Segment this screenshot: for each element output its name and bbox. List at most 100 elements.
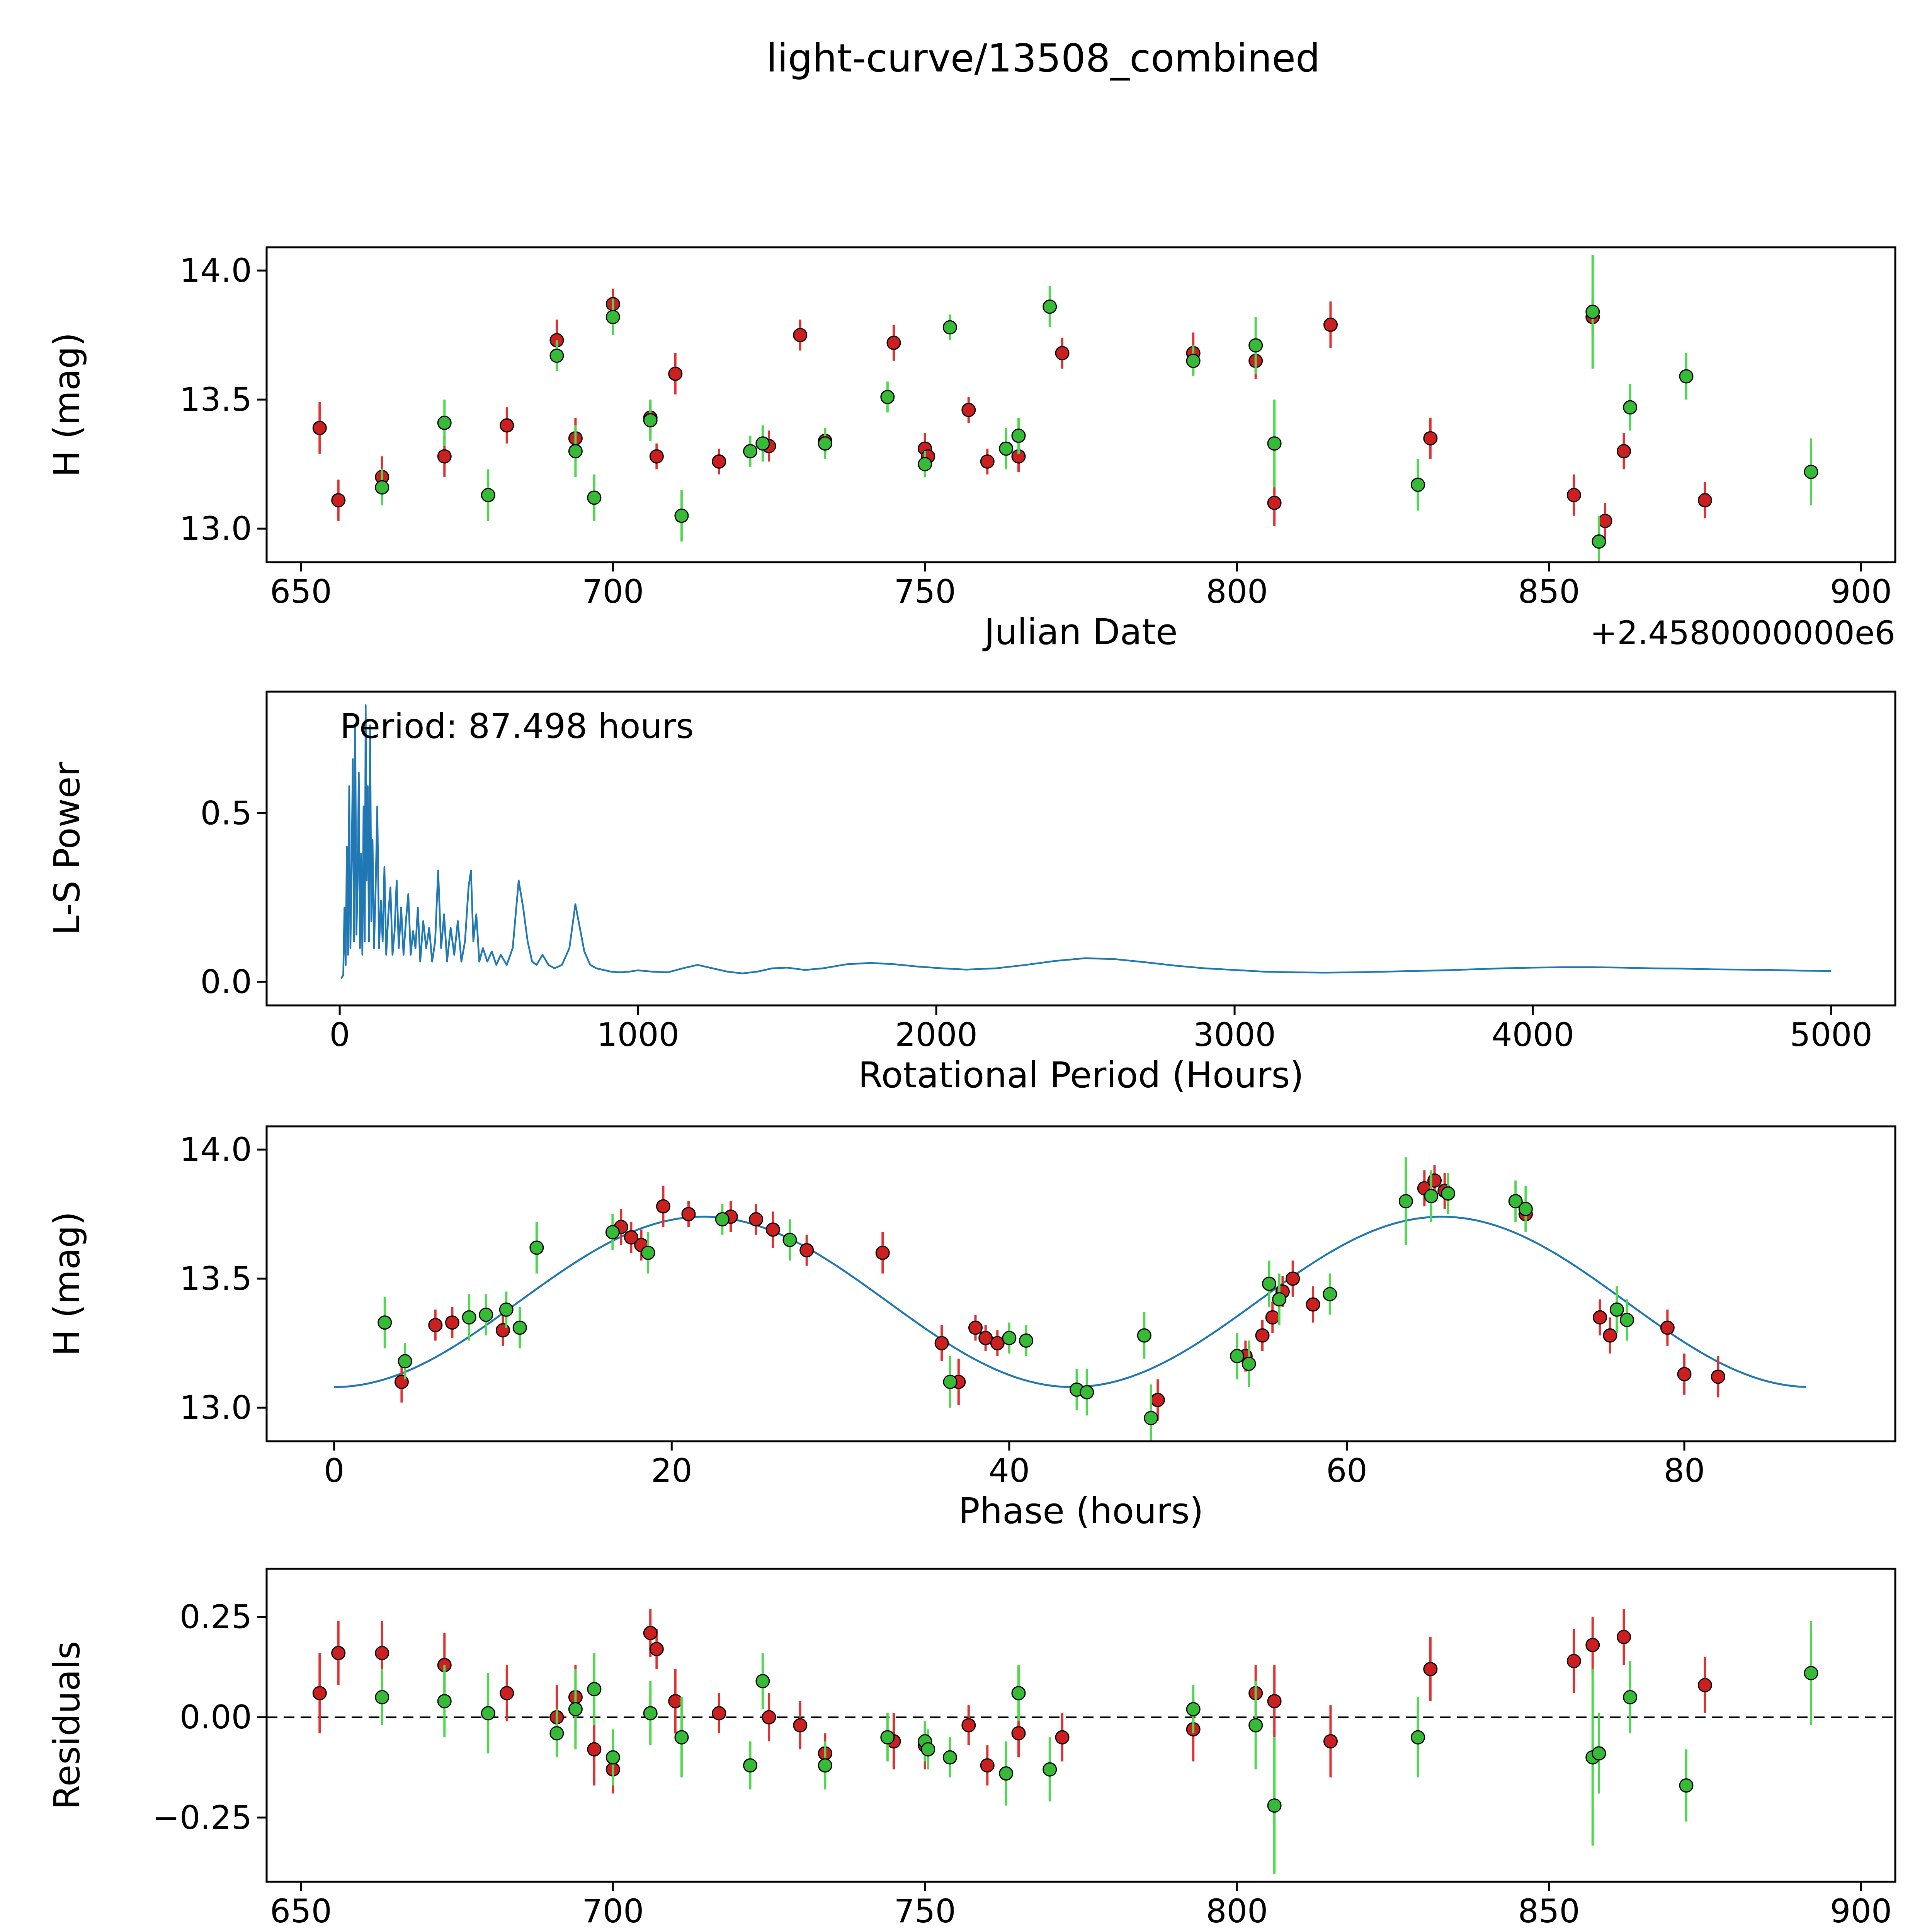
data-point	[512, 1320, 527, 1335]
data-point	[1011, 429, 1026, 443]
data-point	[755, 436, 770, 451]
data-point	[1804, 464, 1818, 479]
data-point	[1011, 1686, 1026, 1701]
panel-phased-lightcurve: 0 20 40 60 80 13.0 13.5 14.0 Phase (hours) H (mag…	[46, 1125, 1896, 1532]
x-tick-label: 80	[1664, 1452, 1705, 1490]
data-point	[793, 1718, 808, 1733]
data-point	[1585, 304, 1600, 319]
data-point	[1255, 1328, 1270, 1343]
x-axis-label: Julian Date	[982, 611, 1177, 653]
series-red-points	[312, 1609, 1712, 1794]
data-point	[428, 1318, 443, 1332]
data-point	[668, 1694, 683, 1709]
axes-frame	[265, 1568, 1896, 1883]
x-tick-label: 0	[324, 1452, 344, 1490]
data-point	[921, 1742, 935, 1757]
data-point	[1242, 1357, 1256, 1371]
data-point	[437, 415, 452, 430]
data-point	[999, 1766, 1014, 1781]
x-tick-label: 2000	[895, 1016, 978, 1054]
data-point	[331, 493, 346, 508]
x-tick-label: 800	[1206, 1892, 1268, 1930]
data-point	[712, 454, 726, 469]
data-point	[1566, 1654, 1581, 1668]
data-point	[1679, 369, 1694, 384]
axes-frame	[265, 690, 1896, 1007]
data-point	[375, 1690, 389, 1704]
data-point	[624, 1230, 638, 1245]
x-tick-label: 900	[1830, 573, 1892, 611]
data-point	[587, 1742, 602, 1757]
data-point	[605, 1225, 620, 1240]
data-point	[1585, 1638, 1600, 1652]
data-point	[1711, 1369, 1725, 1384]
data-point	[1677, 1367, 1692, 1381]
y-tick-label: 13.5	[180, 381, 252, 418]
data-point	[961, 1718, 976, 1733]
y-tick-label: 0.5	[200, 794, 252, 832]
data-point	[1043, 1762, 1057, 1777]
x-tick-label: 3000	[1193, 1016, 1276, 1054]
data-point	[875, 1245, 890, 1260]
data-point	[605, 1750, 620, 1765]
data-point	[934, 1336, 949, 1350]
data-point	[643, 413, 658, 428]
y-tick-label: 0.0	[200, 963, 252, 1001]
data-point	[568, 444, 583, 459]
x-tick-label: 40	[988, 1452, 1030, 1490]
x-axis-label: Phase (hours)	[958, 1490, 1203, 1532]
y-tick-label: 14.0	[180, 1131, 252, 1168]
data-point	[968, 1320, 983, 1335]
data-point	[762, 1710, 776, 1725]
series-green-points	[375, 1621, 1818, 1874]
x-tick-label: 1000	[597, 1016, 679, 1054]
data-point	[793, 328, 808, 342]
data-point	[961, 403, 976, 417]
data-point	[1137, 1328, 1151, 1343]
y-axis-label: H (mag)	[46, 332, 88, 477]
data-point	[1424, 1189, 1439, 1203]
data-point	[1267, 495, 1282, 510]
data-point	[743, 444, 758, 459]
data-point	[587, 490, 602, 505]
data-point	[1011, 1726, 1026, 1741]
data-point	[1323, 1734, 1338, 1749]
data-point	[1080, 1385, 1094, 1400]
data-point	[398, 1354, 412, 1369]
data-point	[999, 441, 1014, 456]
data-point	[1423, 431, 1438, 446]
panel-residuals: 650 700 750 800 850 900 −0.25 0.00 0.25 Julian Da…	[46, 1568, 1896, 1932]
data-point	[437, 1694, 452, 1709]
x-axis-label: Julian Date	[982, 1931, 1177, 1932]
data-point	[462, 1310, 476, 1325]
x-tick-label: 750	[894, 1892, 956, 1930]
data-point	[782, 1233, 797, 1247]
data-point	[1055, 1730, 1070, 1745]
data-point	[1566, 488, 1581, 502]
data-point	[674, 1730, 689, 1745]
data-point	[496, 1323, 510, 1338]
series-red-points	[312, 288, 1712, 539]
data-point	[643, 1626, 658, 1640]
data-point	[649, 449, 664, 464]
data-point	[331, 1646, 346, 1660]
x-axis-label: Rotational Period (Hours)	[858, 1054, 1304, 1096]
data-point	[643, 1706, 658, 1721]
data-point	[1323, 317, 1338, 332]
data-point	[980, 1758, 995, 1773]
data-point	[1508, 1194, 1523, 1209]
data-point	[500, 418, 514, 433]
data-point	[1427, 1173, 1442, 1188]
y-tick-label: 13.0	[180, 510, 252, 548]
data-point	[1411, 478, 1425, 492]
y-tick-label: 13.5	[180, 1260, 252, 1298]
data-point	[312, 1686, 327, 1701]
data-point	[1043, 299, 1057, 314]
data-point	[715, 1212, 730, 1226]
data-point	[649, 1642, 664, 1656]
y-axis-label: L-S Power	[46, 762, 88, 935]
panel-periodogram: 0 1000 2000 3000 4000 5000 0.0 0.5 Rotational Pe…	[46, 690, 1896, 1096]
data-point	[1660, 1320, 1675, 1335]
y-tick-label: 0.25	[180, 1598, 252, 1636]
data-point	[1592, 1746, 1606, 1761]
